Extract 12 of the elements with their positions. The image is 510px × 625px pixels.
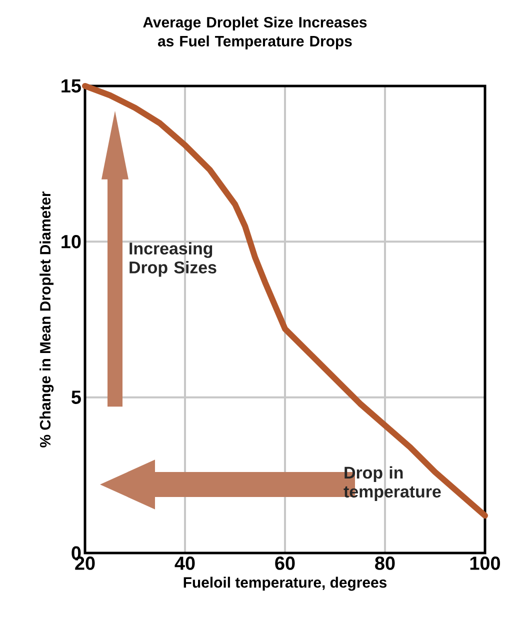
x-tick-label: 100	[470, 556, 500, 570]
x-tick-label: 40	[174, 556, 195, 570]
y-tick-label: 10	[62, 234, 81, 248]
y-tick-label: 5	[72, 390, 81, 404]
x-tick-label: 80	[375, 556, 395, 570]
chart-title: Average Droplet Size Increases as Fuel Temperature Drops	[143, 16, 367, 50]
y-tick-label: 15	[62, 79, 81, 93]
x-axis-title: Fueloil temperature, degrees	[184, 576, 387, 591]
x-tick-label: 60	[275, 556, 295, 570]
y-axis-title: % Change in Mean Droplet Diameter	[40, 191, 54, 448]
annotation: Drop in temperature	[344, 466, 441, 501]
annotation: Increasing Drop Sizes	[130, 242, 216, 277]
